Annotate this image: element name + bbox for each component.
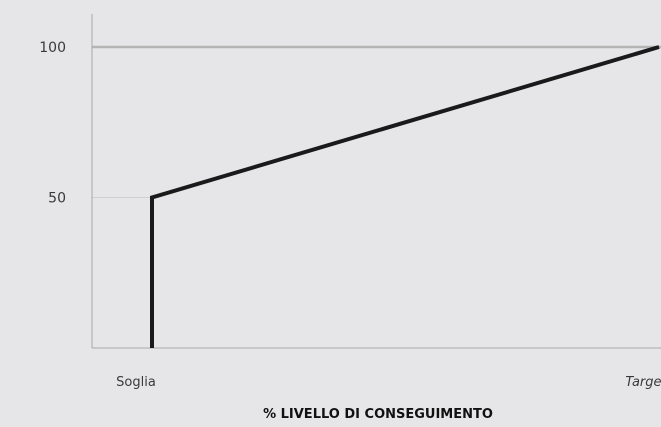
y-tick-label-100: 100	[39, 40, 66, 56]
grid-layer	[92, 45, 661, 198]
y-tick-label-50: 50	[48, 191, 66, 207]
series-layer	[150, 45, 660, 349]
series-line-0	[150, 45, 660, 348]
x-axis-title: % LIVELLO DI CONSEGUIMENTO	[263, 407, 493, 422]
x-tick-label-target: Target	[625, 375, 661, 390]
x-tick-label-soglia: Soglia	[116, 375, 156, 390]
y-tick-labels: 50 100	[39, 40, 66, 207]
x-tick-labels: Soglia Target	[116, 375, 661, 390]
